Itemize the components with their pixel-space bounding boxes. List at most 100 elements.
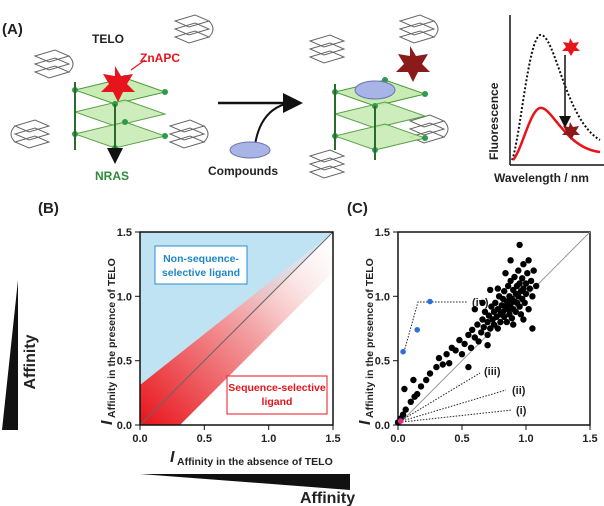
scatter-point xyxy=(465,363,472,371)
scatter-point xyxy=(480,324,487,331)
scatter-point xyxy=(512,308,519,315)
scatter-point xyxy=(471,306,478,313)
scatter-point xyxy=(401,385,408,393)
panel-a: (A) TELO ZnAPC NRAS Com xyxy=(2,14,604,185)
scatter-point xyxy=(520,316,527,323)
scatter-point xyxy=(414,390,421,398)
scatter-point xyxy=(525,257,532,264)
quenched-star-icon xyxy=(562,122,580,140)
scatter-point xyxy=(529,325,536,332)
ytick: 1.0 xyxy=(375,291,390,303)
fluorescent-star-icon xyxy=(562,38,580,56)
non-selective-box xyxy=(154,245,248,285)
scatter-point xyxy=(427,298,433,305)
scatter-point xyxy=(400,348,406,355)
xlabel-main: I xyxy=(170,449,175,466)
scatter-point xyxy=(499,308,507,315)
scatter-point xyxy=(508,315,516,322)
scatter-point xyxy=(423,376,430,384)
xtick: 0.5 xyxy=(197,433,212,445)
scatter-point xyxy=(527,277,535,285)
xtick: 1.0 xyxy=(261,433,276,445)
xtick: 1.0 xyxy=(518,433,533,445)
callout-ii: (ii) xyxy=(512,385,526,397)
scatter-point xyxy=(517,311,525,318)
plot-c-ticks xyxy=(393,231,591,430)
scatter-point xyxy=(452,347,459,354)
non-selective-line2: selective ligand xyxy=(162,267,240,279)
scatter-point xyxy=(399,411,407,418)
scatter-point xyxy=(529,293,536,300)
compounds-label: Compounds xyxy=(208,164,278,178)
scatter-point xyxy=(479,316,486,323)
plot-b-xlabel: I Affinity in the absence of TELO xyxy=(170,449,333,468)
plot-b-ylabel: I Affinity in the presence of TELO xyxy=(99,258,118,425)
callout-iii: (iii) xyxy=(484,366,501,378)
xtick: 0.0 xyxy=(132,433,147,445)
scatter-point xyxy=(475,338,482,345)
bound-compound-icon xyxy=(354,80,396,100)
znapc-pointer xyxy=(130,59,146,71)
znapc-label: ZnAPC xyxy=(140,51,180,65)
wavelength-label: Wavelength / nm xyxy=(494,171,589,185)
scatter-point xyxy=(433,363,440,371)
panel-c: (C) 0.0 0.5 1.0 1.5 0.0 0.5 1.0 1.5 I Af… xyxy=(347,200,598,445)
scatter-point xyxy=(519,275,526,282)
scatter-point xyxy=(524,270,531,277)
ylabel-main: I xyxy=(99,420,116,425)
xtick: 1.5 xyxy=(325,433,340,445)
scatter-point xyxy=(439,361,446,368)
spectrum-before xyxy=(511,34,601,161)
callout-lines xyxy=(401,301,513,423)
scatter-point xyxy=(507,277,514,285)
compound-icon xyxy=(229,141,271,159)
scatter-point xyxy=(456,336,463,344)
ytick: 0.5 xyxy=(117,356,132,368)
scatter-point xyxy=(533,282,540,290)
scatter-point xyxy=(510,321,517,328)
affinity-wedge-left xyxy=(2,280,18,430)
plot-c-ylabel: I Affinity in the presence of TELO xyxy=(357,258,376,425)
binding-curve xyxy=(254,103,286,146)
affinity-bottom-label: Affinity xyxy=(300,490,355,506)
scatter-point xyxy=(469,326,476,333)
scatter-point xyxy=(530,267,537,274)
scatter-point xyxy=(414,327,421,333)
scatter-point xyxy=(515,267,522,274)
spectrum-after xyxy=(511,106,601,161)
ylabel-main: I xyxy=(357,420,374,425)
scatter-point xyxy=(467,344,475,351)
telo-quadruplex-icons xyxy=(10,14,449,179)
selective-line1: Sequence-selective xyxy=(228,382,326,394)
plot-c-yticks: 0.0 0.5 1.0 1.5 xyxy=(375,227,390,432)
scatter-point xyxy=(520,261,527,268)
scatter-point xyxy=(443,351,450,358)
scatter-point xyxy=(397,418,404,424)
xlabel-sub: Affinity in the absence of TELO xyxy=(177,456,333,468)
scatter-point xyxy=(502,270,509,277)
scatter-point xyxy=(503,318,510,326)
plot-b-frame xyxy=(139,231,334,426)
scatter-point xyxy=(504,306,512,313)
scatter-point xyxy=(494,285,501,292)
scatter-point xyxy=(522,280,530,287)
scatter-point xyxy=(520,285,527,292)
panel-c-label: (C) xyxy=(347,200,368,217)
ytick: 1.5 xyxy=(117,227,132,239)
scatter-point xyxy=(417,383,425,390)
scatter-point xyxy=(446,360,453,367)
znapc-star-icon xyxy=(101,66,135,102)
scatter-point xyxy=(478,329,485,336)
ytick: 0.0 xyxy=(117,420,132,432)
panel-a-label: (A) xyxy=(2,21,23,38)
scatter-point xyxy=(507,257,514,264)
panel-b: (B) Affinity Affinity 0.0 0.5 1.0 1.5 0.… xyxy=(2,200,355,506)
xtick: 1.5 xyxy=(582,433,597,445)
scatter-point xyxy=(521,299,528,306)
displaced-znapc-star-icon xyxy=(396,46,430,82)
scatter-point xyxy=(497,318,504,326)
selective-line2: ligand xyxy=(262,396,293,408)
nras-label: NRAS xyxy=(95,169,129,183)
scatter-point xyxy=(407,398,414,405)
panel-b-label: (B) xyxy=(38,200,59,217)
